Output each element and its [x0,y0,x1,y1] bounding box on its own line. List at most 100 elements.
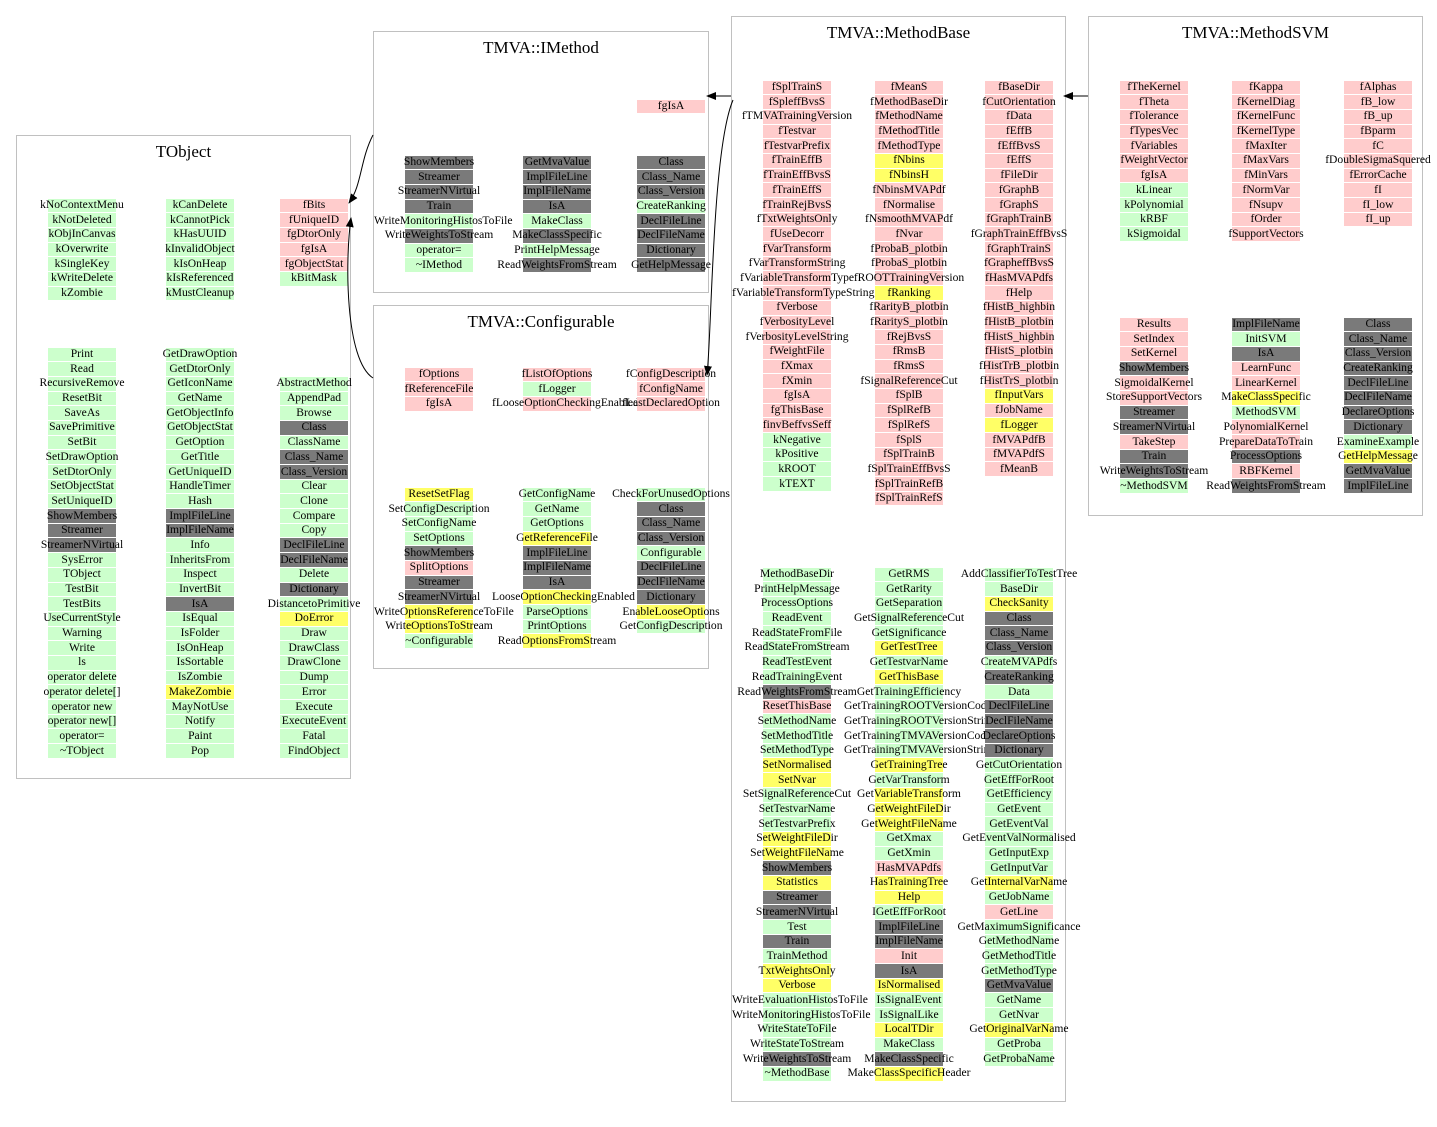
class-member[interactable]: kIsReferenced [135,271,265,286]
class-member[interactable]: CheckForUnusedOptions [606,487,736,502]
class-member[interactable]: Help [844,890,974,905]
class-member[interactable]: fVariableTransformTypeString [732,286,874,301]
class-member[interactable]: Draw [249,626,379,641]
class-member[interactable]: GetProbaName [954,1052,1084,1067]
class-member[interactable]: SetConfigName [374,516,504,531]
class-member[interactable]: SetDrawOption [17,450,147,465]
class-member[interactable]: fTMVATrainingVersion [732,109,862,124]
class-member[interactable]: DeclFileName [1313,390,1437,405]
class-member[interactable]: GetName [492,502,622,517]
class-member[interactable]: ShowMembers [17,509,147,524]
class-member[interactable]: RecursiveRemove [17,376,147,391]
class-member[interactable]: StreamerNVirtual [17,538,147,553]
class-member[interactable]: Class [606,155,736,170]
class-member[interactable]: GetTrainingTree [844,758,974,773]
class-member[interactable]: fBits [249,198,379,213]
class-member[interactable]: Class_Name [606,170,736,185]
class-member[interactable]: ResetSetFlag [374,487,504,502]
class-member[interactable]: GetEvent [954,802,1084,817]
class-member[interactable]: fgDtorOnly [249,227,379,242]
class-member[interactable]: fEffBvsS [954,139,1084,154]
class-member[interactable]: Class [249,420,379,435]
class-member[interactable]: fgIsA [249,242,379,257]
class-member[interactable]: GetName [135,391,265,406]
class-member[interactable]: GetThisBase [844,670,974,685]
class-member[interactable]: SetUniqueID [17,494,147,509]
class-member[interactable]: SetSignalReferenceCut [732,787,862,802]
class-member[interactable]: fMethodTitle [844,124,974,139]
class-member[interactable]: fConfigDescription [606,367,736,382]
class-member[interactable]: ImplFileLine [1313,479,1437,494]
class-member[interactable]: fListOfOptions [492,367,622,382]
class-member[interactable]: FindObject [249,744,379,759]
class-member[interactable]: fXmax [732,359,862,374]
class-member[interactable]: Info [135,538,265,553]
class-member[interactable]: fMaxIter [1201,139,1331,154]
class-member[interactable]: fNormalise [844,198,974,213]
class-member[interactable]: Clear [249,479,379,494]
class-member[interactable]: fTestvar [732,124,862,139]
class-member[interactable]: GetConfigName [492,487,622,502]
class-member[interactable]: fGraphB [954,183,1084,198]
class-member[interactable]: fVerbose [732,300,862,315]
class-member[interactable]: WriteOptionsToStream [374,619,504,634]
class-member[interactable]: SetDtorOnly [17,465,147,480]
class-member[interactable]: fSplTrainB [844,447,974,462]
class-member[interactable]: GetSeparation [844,596,974,611]
class-member[interactable]: Class_Version [1313,346,1437,361]
class-member[interactable]: fgIsA [606,99,736,114]
class-member[interactable]: ClassName [249,435,379,450]
class-member[interactable]: ~TObject [17,744,147,759]
class-member[interactable]: fRejBvsS [844,330,974,345]
class-member[interactable]: AddClassifierToTestTree [954,567,1084,582]
class-member[interactable]: GetUniqueID [135,465,265,480]
class-member[interactable]: fSpleffBvsS [732,95,862,110]
class-member[interactable]: IsA [135,597,265,612]
class-member[interactable]: GetTrainingTMVAVersionString [844,743,995,758]
class-member[interactable]: ReadStateFromFile [732,626,862,641]
class-member[interactable]: fGraphS [954,198,1084,213]
class-member[interactable]: MayNotUse [135,700,265,715]
class-member[interactable]: DeclFileLine [249,538,379,553]
class-member[interactable]: UseCurrentStyle [17,611,147,626]
class-member[interactable]: ReadTrainingEvent [732,670,862,685]
class-member[interactable]: Test [732,920,862,935]
class-member[interactable]: RBFKernel [1201,464,1331,479]
class-member[interactable]: TxtWeightsOnly [732,964,862,979]
class-member[interactable]: operator delete[] [17,685,147,700]
class-member[interactable]: fGrapheffBvsS [954,256,1084,271]
class-member[interactable]: CreateRanking [606,199,736,214]
class-member[interactable]: fNormVar [1201,183,1331,198]
class-member[interactable]: IsOnHeap [135,641,265,656]
class-member[interactable]: fHistTrB_plotbin [954,359,1084,374]
class-member[interactable]: fRanking [844,286,974,301]
class-member[interactable]: MakeZombie [135,685,265,700]
class-member[interactable]: IsA [492,199,622,214]
class-member[interactable]: fI_up [1313,212,1437,227]
class-member[interactable]: fSplS [844,433,974,448]
class-member[interactable]: Statistics [732,875,862,890]
class-member[interactable]: CreateMVAPdfs [954,655,1084,670]
class-member[interactable]: ~MethodBase [732,1066,862,1081]
class-member[interactable]: LearnFunc [1201,361,1331,376]
class-member[interactable]: ReadWeightsFromStream [732,685,862,700]
class-member[interactable]: WriteWeightsToStream [1089,464,1219,479]
class-member[interactable]: ShowMembers [732,861,862,876]
class-member[interactable]: CheckSanity [954,596,1084,611]
class-member[interactable]: IsFolder [135,626,265,641]
class-member[interactable]: ~MethodSVM [1089,479,1219,494]
class-member[interactable]: Pop [135,744,265,759]
class-member[interactable]: GetInputExp [954,846,1084,861]
class-member[interactable]: SaveAs [17,406,147,421]
class-member[interactable]: GetOptions [492,516,622,531]
class-member[interactable]: fSplRefB [844,403,974,418]
class-member[interactable]: LooseOptionCheckingEnabled [492,590,635,605]
class-member[interactable]: TestBit [17,582,147,597]
class-member[interactable]: CreateRanking [954,670,1084,685]
class-member[interactable]: DoError [249,611,379,626]
class-member[interactable]: fKappa [1201,80,1331,95]
class-member[interactable]: PolynomialKernel [1201,420,1331,435]
class-member[interactable]: fTypesVec [1089,124,1219,139]
class-member[interactable]: fKernelDiag [1201,95,1331,110]
class-member[interactable]: PrepareDataToTrain [1201,435,1331,450]
